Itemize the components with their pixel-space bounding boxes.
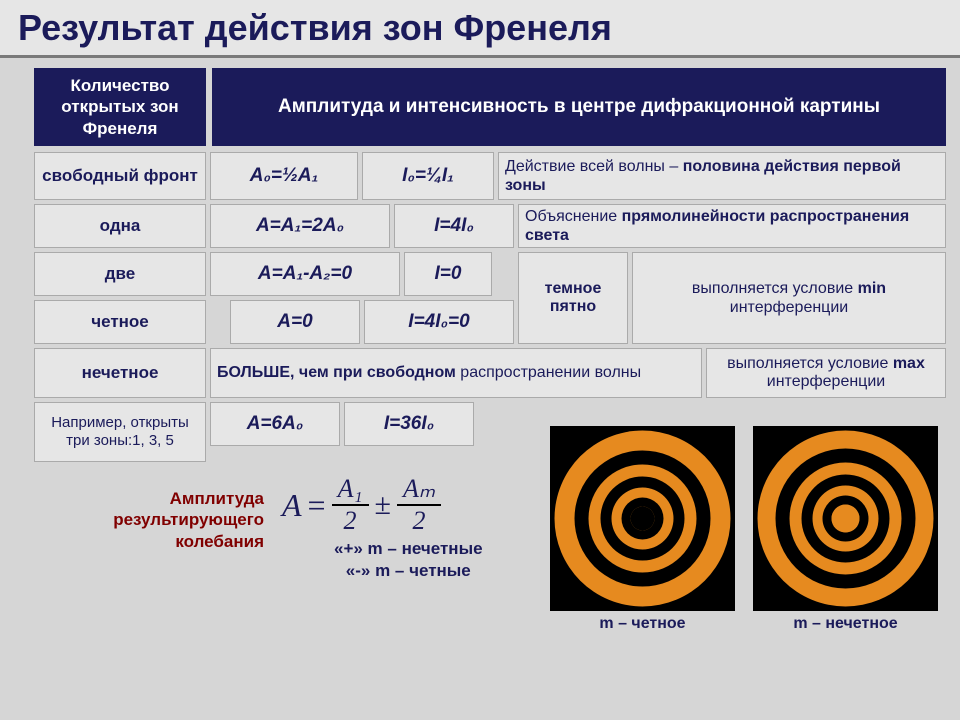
zone-plate-odd: m – нечетное bbox=[753, 426, 938, 633]
zone-plate-odd-svg bbox=[753, 426, 938, 611]
page-title: Результат действия зон Френеля bbox=[18, 7, 612, 49]
caption-even: m – четное bbox=[550, 615, 735, 633]
zone-plate-even-svg bbox=[550, 426, 735, 611]
cell-intensity: I=4I₀ bbox=[394, 204, 514, 248]
amplitude-label: Амплитуда результирующего колебания bbox=[34, 488, 264, 552]
zone-plate-even: m – четное bbox=[550, 426, 735, 633]
cell-intensity: I=36I₀ bbox=[344, 402, 474, 446]
row-free-front: свободный фронт A₀=½A₁ I₀=¼I₁ Действие в… bbox=[34, 152, 946, 200]
row-odd: нечетное БОЛЬШЕ, чем при свободном распр… bbox=[34, 348, 946, 398]
cell-amplitude: A=A₁-A₂=0 bbox=[210, 252, 400, 296]
cell-description: Действие всей волны – половина действия … bbox=[498, 152, 946, 200]
cell-amplitude: A=A₁=2A₀ bbox=[210, 204, 390, 248]
row-label: нечетное bbox=[34, 348, 206, 398]
cell-max-condition: выполняется условие max интерференции bbox=[706, 348, 946, 398]
cell-description: Объяснение прямолинейности распространен… bbox=[518, 204, 946, 248]
cell-amplitude: A=6A₀ bbox=[210, 402, 340, 446]
cell-bigger: БОЛЬШЕ, чем при свободном распространени… bbox=[210, 348, 702, 398]
cell-amplitude: A=0 bbox=[230, 300, 360, 344]
cell-intensity: I=0 bbox=[404, 252, 492, 296]
sign-note: «+» m – нечетные «-» m – четные bbox=[334, 538, 483, 582]
table-header: Количество открытых зон Френеля Амплитуд… bbox=[34, 68, 946, 146]
row-label: Например, открыты три зоны:1, 3, 5 bbox=[34, 402, 206, 462]
cell-intensity: I₀=¼I₁ bbox=[362, 152, 494, 200]
amplitude-label-block: Амплитуда результирующего колебания bbox=[34, 470, 264, 633]
content: Количество открытых зон Френеля Амплитуд… bbox=[0, 58, 960, 633]
row-label: две bbox=[34, 252, 206, 296]
resulting-amplitude-formula: A = A₁2 ± Aₘ2 bbox=[282, 476, 483, 534]
row-label: одна bbox=[34, 204, 206, 248]
cell-amplitude: A₀=½A₁ bbox=[210, 152, 358, 200]
row-label: свободный фронт bbox=[34, 152, 206, 200]
rows-two-even: две A=A₁-A₂=0 I=0 четное A=0 I=4I₀=0 тем… bbox=[34, 252, 946, 344]
row-two: две A=A₁-A₂=0 I=0 bbox=[34, 252, 514, 296]
title-bar: Результат действия зон Френеля bbox=[0, 0, 960, 58]
caption-odd: m – нечетное bbox=[753, 615, 938, 633]
header-left: Количество открытых зон Френеля bbox=[34, 68, 206, 146]
table-grid: свободный фронт A₀=½A₁ I₀=¼I₁ Действие в… bbox=[34, 152, 946, 462]
row-even: четное A=0 I=4I₀=0 bbox=[34, 300, 514, 344]
header-right: Амплитуда и интенсивность в центре дифра… bbox=[212, 68, 946, 146]
zone-plate-images: m – четное m – нечетное bbox=[550, 426, 938, 633]
row-one: одна A=A₁=2A₀ I=4I₀ Объяснение прямолине… bbox=[34, 204, 946, 248]
formula-block: A = A₁2 ± Aₘ2 «+» m – нечетные «-» m – ч… bbox=[264, 470, 483, 633]
bottom-area: Амплитуда результирующего колебания A = … bbox=[34, 470, 946, 633]
cell-min-condition: выполняется условие min интерференции bbox=[632, 252, 946, 344]
cell-intensity: I=4I₀=0 bbox=[364, 300, 514, 344]
row-label: четное bbox=[34, 300, 206, 344]
cell-dark-spot: темное пятно bbox=[518, 252, 628, 344]
